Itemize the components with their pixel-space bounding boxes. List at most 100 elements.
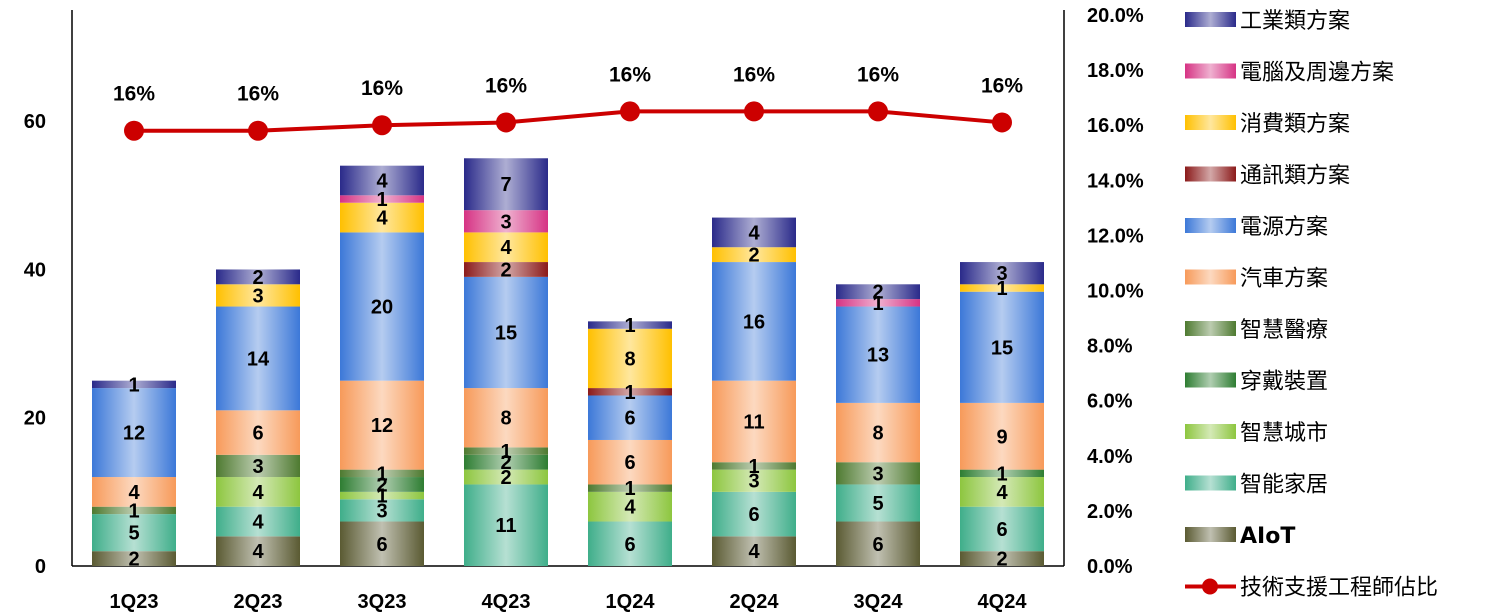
bar-segment	[216, 536, 300, 566]
data-label: 2	[748, 245, 759, 267]
y2-tick-label: 10.0%	[1087, 281, 1144, 303]
x-tick-label: 4Q23	[482, 591, 531, 613]
legend-label: 技術支援工程師佔比	[1240, 576, 1438, 601]
data-label: 4	[252, 512, 264, 534]
y2-tick-label: 0.0%	[1087, 556, 1133, 578]
bar-segment	[92, 380, 176, 389]
line-data-label: 16%	[485, 74, 527, 97]
y2-tick-label: 8.0%	[1087, 336, 1133, 358]
data-label: 1	[500, 441, 511, 463]
bar-segment	[588, 491, 672, 522]
legend-swatch	[1185, 527, 1236, 542]
y2-tick-label: 4.0%	[1087, 446, 1133, 468]
bar-segment	[464, 262, 548, 277]
bar-segment	[92, 551, 176, 566]
x-tick-label: 1Q23	[110, 591, 159, 613]
line-point	[124, 120, 144, 141]
bar-segment	[464, 454, 548, 470]
legend-swatch	[1185, 321, 1236, 336]
data-label: 20	[371, 297, 393, 319]
data-label: 5	[128, 523, 139, 545]
line-point	[372, 115, 392, 136]
line-data-label: 16%	[237, 83, 279, 106]
data-label: 12	[123, 423, 145, 445]
bar-segment	[960, 284, 1044, 292]
legend-label: 電腦及周邊方案	[1240, 61, 1394, 86]
data-label: 6	[252, 423, 263, 445]
y2-tick-label: 6.0%	[1087, 391, 1133, 413]
line-series-path	[134, 109, 1003, 133]
data-label: 12	[371, 415, 393, 437]
line-point	[248, 120, 268, 141]
bar-segment	[712, 217, 796, 248]
bar-segment	[712, 247, 796, 263]
bar-segment	[960, 469, 1044, 478]
bar-segment	[464, 469, 548, 485]
y-tick-label: 20	[24, 408, 46, 430]
legend-label: 消費類方案	[1240, 112, 1350, 137]
bar-segment	[960, 506, 1044, 552]
bar-segment	[340, 499, 424, 522]
data-label: 3	[376, 500, 387, 522]
bar-segment	[712, 469, 796, 492]
data-label: 14	[247, 348, 270, 370]
bar-segment	[960, 551, 1044, 566]
bar-segment	[92, 506, 176, 515]
data-label: 9	[996, 426, 1007, 448]
data-label: 1	[748, 456, 759, 478]
data-label: 7	[500, 174, 511, 196]
bar-segment	[340, 491, 424, 500]
data-label: 2	[996, 549, 1007, 571]
data-label: 3	[252, 285, 263, 307]
bar-segment	[464, 276, 548, 389]
legend-swatch	[1185, 372, 1236, 388]
data-label: 6	[624, 408, 635, 430]
legend: 工業類方案電腦及周邊方案消費類方案通訊類方案電源方案汽車方案智慧醫療穿戴裝置智慧…	[1185, 9, 1438, 601]
bar-segment	[712, 462, 796, 470]
data-label: 1	[376, 189, 387, 211]
bar-segment	[588, 521, 672, 566]
data-label: 3	[996, 263, 1007, 285]
bar-segment	[340, 232, 424, 381]
data-label: 1	[128, 374, 139, 396]
data-label: 6	[624, 452, 635, 474]
bar-segment	[960, 291, 1044, 403]
data-label: 4	[252, 482, 264, 504]
legend-label: 通訊類方案	[1240, 164, 1350, 189]
bar-segment	[340, 202, 424, 233]
data-label: 8	[872, 423, 883, 445]
line-point	[744, 101, 764, 122]
data-label: 4	[996, 482, 1008, 504]
y-tick-label: 40	[24, 259, 46, 281]
data-label: 1	[624, 315, 635, 337]
bar-segment	[836, 484, 920, 522]
data-label: 2	[376, 474, 387, 496]
data-label: 16	[743, 311, 765, 333]
y2-tick-label: 14.0%	[1087, 170, 1144, 192]
data-label: 2	[500, 467, 511, 489]
legend-label: 智能家居	[1240, 473, 1328, 498]
y2-tick-label: 16.0%	[1087, 115, 1144, 137]
legend-swatch	[1185, 269, 1236, 285]
y2-tick-label: 18.0%	[1087, 60, 1144, 82]
y-tick-label: 60	[24, 111, 46, 133]
legend-label: 工業類方案	[1240, 9, 1350, 34]
data-label: 6	[376, 534, 387, 556]
legend-line-marker	[1202, 578, 1218, 595]
bar-segment	[216, 410, 300, 455]
legend-swatch	[1185, 424, 1236, 439]
bar-segment	[216, 506, 300, 537]
bar-segment	[92, 388, 176, 478]
bar-segment	[960, 402, 1044, 470]
legend-swatch	[1185, 12, 1236, 27]
data-label: 3	[500, 211, 511, 233]
segment-labels: 2514121444361432631211220414112218152437…	[123, 171, 1013, 571]
legend-label: 智慧醫療	[1240, 318, 1328, 343]
y2-tick-label: 20.0%	[1087, 5, 1144, 27]
data-label: 13	[867, 345, 889, 367]
data-label: 8	[624, 348, 635, 370]
data-label: 11	[743, 411, 764, 433]
bar-segment	[464, 210, 548, 233]
bar-segment	[588, 321, 672, 329]
bar-segment	[588, 439, 672, 485]
